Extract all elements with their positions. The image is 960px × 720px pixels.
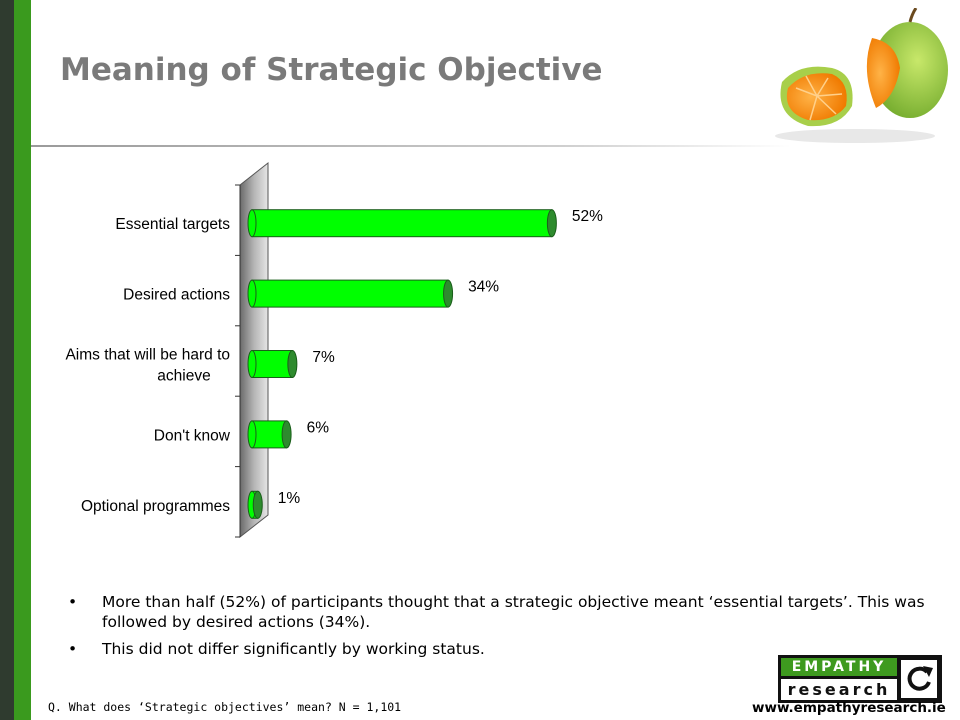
bar-body [251,350,293,378]
bar-end-cap [252,490,263,519]
bar-end-cap [287,350,298,378]
bar-start-cap [247,350,257,378]
bullet-dot: • [68,640,78,658]
logo-top-text: EMPATHY [781,658,897,676]
empathy-research-logo: EMPATHY research [778,655,942,703]
bar-body [251,279,449,308]
slide-title: Meaning of Strategic Objective [60,52,603,88]
title-divider [31,145,791,147]
bar [247,490,263,519]
category-label: Aims that will be hard to [65,347,230,364]
bar-end-cap [281,420,292,449]
bar [247,279,454,308]
refresh-arrow-icon [901,660,937,698]
value-label: 1% [278,490,301,507]
bullet-dot: • [68,593,78,611]
website-url: www.empathyresearch.ie [752,700,946,716]
bar [247,209,557,238]
category-label: Don't know [154,427,231,444]
bar-start-cap [247,209,257,238]
category-label: Optional programmes [81,498,230,515]
bar-end-cap [546,209,557,238]
bar [247,350,298,378]
bullet-text: More than half (52%) of participants tho… [102,593,925,631]
left-accent-bar-green [14,0,31,720]
left-accent-bar-dark [0,0,14,720]
logo-bottom-text: research [781,679,897,700]
value-label: 6% [307,419,330,436]
bullet-item: • More than half (52%) of participants th… [68,592,938,632]
value-label: 52% [572,208,603,225]
bar [247,420,292,449]
bar-start-cap [247,420,257,449]
bar-start-cap [247,279,257,308]
category-label: Desired actions [123,287,230,304]
category-label: achieve [157,368,210,385]
value-label: 34% [468,279,499,296]
bar-body [251,209,553,238]
bullet-list: • More than half (52%) of participants th… [68,592,938,666]
bar-chart: Essential targets Desired actions Aims tha… [65,161,603,539]
bar-end-cap [443,279,454,308]
footnote: Q. What does ‘Strategic objectives’ mean… [48,700,402,714]
bar-body [251,420,288,449]
bullet-item: • This did not differ significantly by wo… [68,639,938,659]
bullet-text: This did not differ significantly by wor… [102,640,485,658]
value-label: 7% [312,349,335,366]
orange-apple-image [775,8,948,143]
category-label: Essential targets [115,216,230,233]
